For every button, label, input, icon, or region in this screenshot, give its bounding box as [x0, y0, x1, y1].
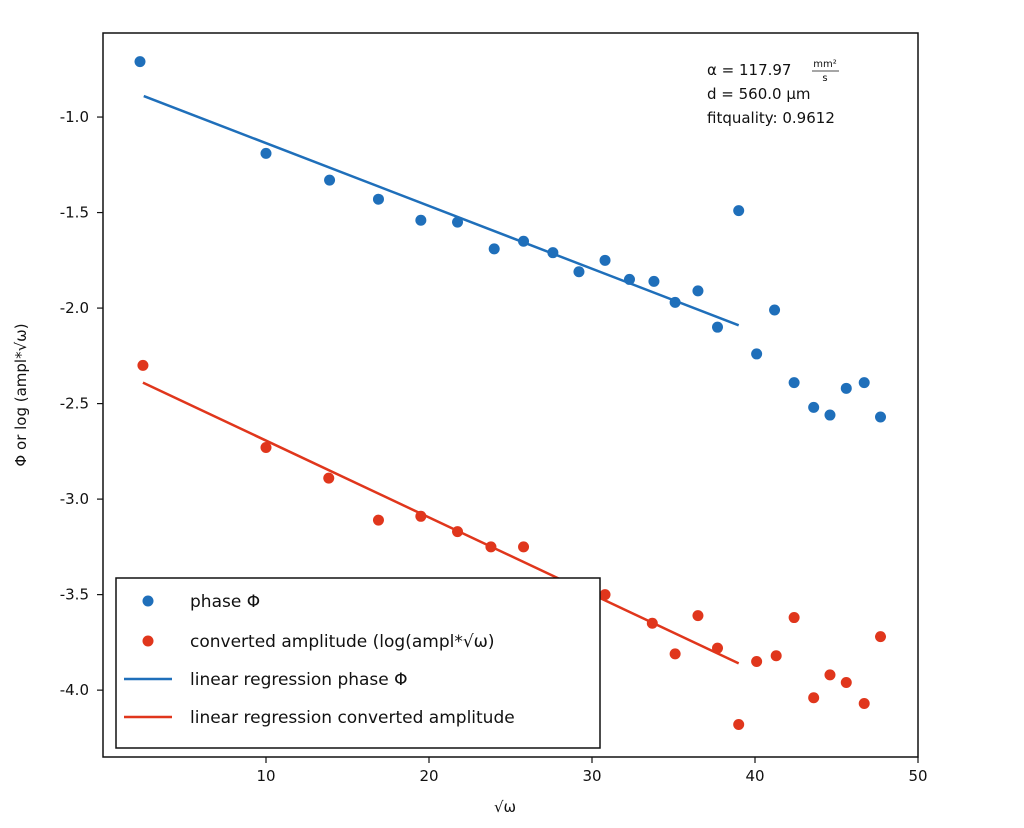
phase-point	[751, 348, 763, 360]
phase-point	[824, 409, 836, 421]
amplitude-point	[840, 676, 852, 688]
y-tick-label: -1.5	[60, 204, 89, 222]
amplitude-point	[788, 612, 800, 624]
y-tick-label: -1.0	[60, 108, 89, 126]
phase-point	[415, 214, 427, 226]
phase-point	[788, 377, 800, 389]
amplitude-point	[260, 442, 272, 454]
annotation: α = 117.97 mm² s d = 560.0 µm fitquality…	[707, 59, 839, 127]
amplitude-point	[808, 692, 820, 704]
amplitude-point	[599, 589, 611, 601]
legend-label-reg-amplitude: linear regression converted amplitude	[190, 708, 515, 728]
amplitude-point	[518, 541, 530, 553]
phase-point	[573, 266, 585, 278]
phase-point	[875, 411, 887, 423]
x-tick-label: 10	[256, 767, 275, 785]
amplitude-point	[824, 669, 836, 681]
phase-point	[733, 205, 745, 217]
phase-point	[260, 147, 272, 159]
legend-marker-phase	[142, 595, 154, 607]
phase-point	[648, 275, 660, 287]
amplitude-point	[372, 514, 384, 526]
phase-point	[134, 56, 146, 68]
amplitude-point	[751, 655, 763, 667]
alpha-unit-den: s	[822, 73, 827, 84]
y-tick-label: -2.0	[60, 299, 89, 317]
amplitude-point	[137, 359, 149, 371]
x-tick-label: 20	[419, 767, 438, 785]
phase-point	[599, 254, 611, 266]
phase-point	[452, 216, 464, 228]
amplitude-point	[733, 719, 745, 731]
phase-point	[769, 304, 781, 316]
phase-point	[840, 382, 852, 394]
phase-point	[692, 285, 704, 297]
legend-label-phase: phase Φ	[190, 592, 260, 612]
alpha-unit-num: mm²	[813, 59, 837, 70]
amplitude-point	[858, 698, 870, 710]
regression-line-2	[143, 94, 740, 327]
phase-point	[324, 174, 336, 186]
x-tick-label: 40	[745, 767, 764, 785]
phase-point	[372, 193, 384, 205]
y-tick-label: -3.5	[60, 586, 89, 604]
phase-point	[808, 401, 820, 413]
y-axis-label: Φ or log (ampl*√ω)	[12, 323, 30, 466]
d-text: d = 560.0 µm	[707, 85, 811, 103]
legend: phase Φ converted amplitude (log(ampl*√ω…	[115, 577, 601, 749]
y-tick-label: -4.0	[60, 681, 89, 699]
phase-point	[488, 243, 500, 255]
legend-label-reg-phase: linear regression phase Φ	[190, 670, 408, 690]
y-tick-label: -3.0	[60, 490, 89, 508]
legend-marker-amplitude	[142, 635, 154, 647]
amplitude-point	[323, 472, 335, 484]
phase-point	[858, 377, 870, 389]
regression-line-3	[142, 381, 740, 665]
x-axis-label: √ω	[494, 798, 516, 816]
x-tick-label: 50	[908, 767, 927, 785]
amplitude-point	[669, 648, 681, 660]
amplitude-point	[875, 631, 887, 643]
amplitude-point	[770, 650, 782, 662]
plot-frame	[102, 32, 919, 758]
x-tick-label: 30	[582, 767, 601, 785]
fitquality-text: fitquality: 0.9612	[707, 109, 835, 127]
amplitude-point	[692, 610, 704, 622]
phase-point	[712, 321, 724, 333]
alpha-text: α = 117.97	[707, 61, 791, 79]
legend-label-amplitude: converted amplitude (log(ampl*√ω)	[190, 632, 495, 652]
y-tick-label: -2.5	[60, 395, 89, 413]
